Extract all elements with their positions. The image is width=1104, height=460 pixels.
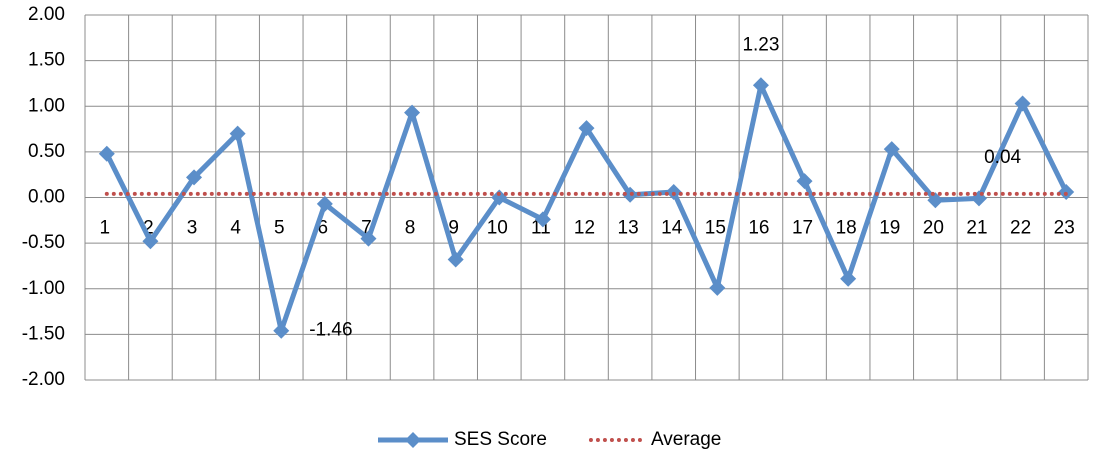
data-label: 1.23 (742, 34, 779, 55)
marker (186, 169, 203, 186)
data-label: 0.04 (984, 147, 1021, 168)
marker (447, 251, 464, 268)
marker (883, 141, 900, 158)
y-tick-label: 0.00 (28, 187, 65, 208)
legend-label: SES Score (454, 429, 547, 450)
y-tick-label: -1.00 (22, 278, 65, 299)
marker (316, 195, 333, 212)
y-tick-label: 1.00 (28, 95, 65, 116)
data-label: -1.46 (309, 320, 352, 341)
legend-marker (405, 432, 421, 448)
x-tick-label: 3 (187, 218, 198, 239)
x-tick-label: 17 (792, 218, 813, 239)
marker (98, 145, 115, 162)
y-tick-label: -2.00 (22, 369, 65, 390)
x-tick-label: 6 (318, 218, 329, 239)
x-tick-label: 2 (143, 218, 154, 239)
y-tick-label: -1.50 (22, 323, 65, 344)
x-tick-label: 21 (966, 218, 987, 239)
marker (927, 192, 944, 209)
marker (229, 125, 246, 142)
x-tick-label: 9 (448, 218, 459, 239)
x-tick-label: 4 (230, 218, 241, 239)
x-tick-label: 10 (487, 218, 508, 239)
x-tick-label: 7 (361, 218, 372, 239)
marker (709, 279, 726, 296)
x-tick-label: 12 (574, 218, 595, 239)
y-tick-label: 2.00 (28, 4, 65, 25)
x-tick-label: 15 (705, 218, 726, 239)
x-tick-label: 14 (661, 218, 683, 239)
y-tick-label: 1.50 (28, 50, 65, 71)
marker (404, 104, 421, 121)
x-tick-label: 22 (1010, 218, 1031, 239)
x-tick-label: 18 (836, 218, 857, 239)
x-tick-label: 23 (1054, 218, 1075, 239)
marker (1014, 95, 1031, 112)
x-tick-label: 8 (405, 218, 416, 239)
x-tick-label: 1 (100, 218, 111, 239)
y-tick-label: 0.50 (28, 141, 65, 162)
marker (142, 233, 159, 250)
marker (491, 189, 508, 206)
legend-label: Average (651, 429, 721, 450)
marker (273, 322, 290, 339)
x-tick-label: 19 (879, 218, 900, 239)
x-tick-label: 20 (923, 218, 944, 239)
marker (752, 77, 769, 94)
marker (796, 173, 813, 190)
marker (840, 270, 857, 287)
x-tick-label: 5 (274, 218, 285, 239)
marker (360, 230, 377, 247)
y-tick-label: -0.50 (22, 232, 65, 253)
x-tick-label: 13 (618, 218, 639, 239)
marker (534, 211, 551, 228)
x-tick-label: 16 (748, 218, 769, 239)
marker (578, 120, 595, 137)
